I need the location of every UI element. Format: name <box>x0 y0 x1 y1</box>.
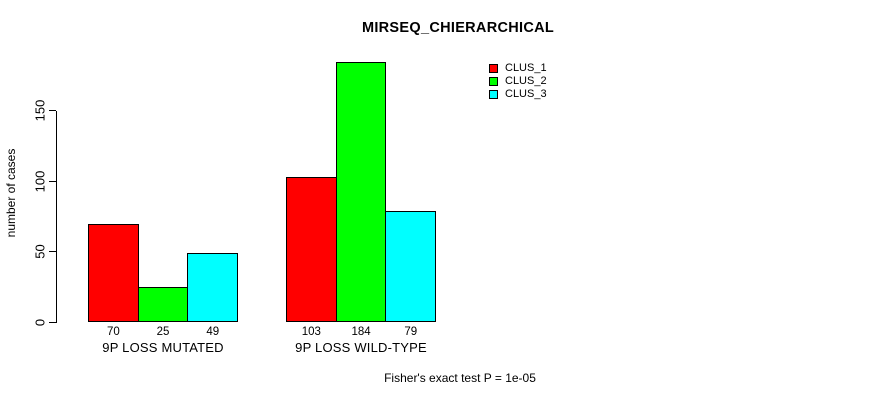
legend-label: CLUS_1 <box>505 62 547 74</box>
y-tick-label: 150 <box>32 99 48 122</box>
x-category-label: 9P LOSS WILD-TYPE <box>295 340 427 355</box>
legend-label: CLUS_3 <box>505 88 547 100</box>
legend-row: CLUS_3 <box>489 88 547 101</box>
y-tick-label: 0 <box>32 318 48 327</box>
y-tick-label: 50 <box>32 244 48 260</box>
bar-value-label: 49 <box>206 326 220 338</box>
bar-clus_2-group2 <box>335 62 387 323</box>
legend-swatch-icon <box>489 77 498 86</box>
bar-clus_1-group1 <box>88 223 139 323</box>
bar-clus_3-group2 <box>385 210 437 323</box>
legend-swatch-icon <box>489 64 498 73</box>
bar-value-label: 70 <box>106 326 120 338</box>
legend: CLUS_1 CLUS_2 CLUS_3 <box>489 62 547 101</box>
y-axis-line <box>56 110 58 323</box>
legend-row: CLUS_2 <box>489 75 547 88</box>
chart-title: MIRSEQ_CHIERARCHICAL <box>361 20 555 36</box>
legend-row: CLUS_1 <box>489 62 547 75</box>
bar-clus_1-group2 <box>286 176 337 323</box>
legend-swatch-icon <box>489 90 498 99</box>
bar-clus_3-group1 <box>187 253 239 323</box>
bar-value-label: 79 <box>404 326 418 338</box>
x-category-label: 9P LOSS MUTATED <box>102 340 224 355</box>
y-tick <box>49 321 56 324</box>
y-tick <box>49 109 56 112</box>
y-tick <box>49 180 56 182</box>
bar-value-label: 25 <box>156 326 170 338</box>
y-tick <box>49 251 56 253</box>
legend-label: CLUS_2 <box>505 75 547 87</box>
bar-clus_2-group1 <box>137 287 189 323</box>
annotation-text: Fisher's exact test P = 1e-05 <box>384 371 536 385</box>
y-tick-label: 100 <box>32 170 48 193</box>
bar-value-label: 184 <box>351 326 371 338</box>
bar-value-label: 103 <box>301 326 321 338</box>
